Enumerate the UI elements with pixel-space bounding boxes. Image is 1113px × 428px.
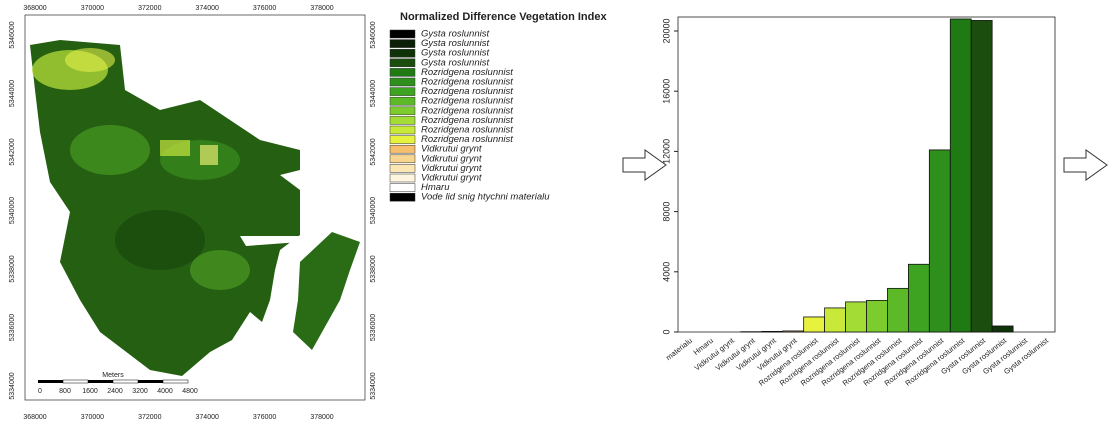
map-y-tick-label: 5338000 [9,255,16,282]
map-y-tick-label: 5346000 [370,21,377,48]
map-y-tick-label: 5342000 [370,138,377,165]
figure: Meters 0 800 1600 2400 3200 4000 4800 Normaliz… [0,0,1113,423]
map-y-tick-label: 5340000 [9,197,16,224]
map-y-tick-label: 5346000 [9,21,16,48]
legend-swatch [390,193,415,201]
legend-swatch [390,88,415,96]
bar [762,331,783,332]
map-y-tick-label: 5334000 [9,372,16,399]
map-y-tick-label: 5344000 [9,80,16,107]
bar [992,326,1013,332]
map-x-tick-label: 370000 [81,5,104,12]
legend-swatch [390,126,415,134]
bar [887,288,908,332]
scale-tick-label: 1600 [82,388,98,395]
map-x-tick-label: 372000 [138,414,161,421]
legend-swatch [390,145,415,153]
x-tick-label: materialu [664,336,694,362]
legend-swatch [390,40,415,48]
map-y-tick-label: 5336000 [370,314,377,341]
map-x-tick-label: 374000 [196,414,219,421]
legend-swatch [390,49,415,57]
bar [804,317,825,332]
bar [908,264,929,332]
legend-swatch [390,59,415,67]
legend-swatch [390,78,415,86]
bar [783,331,804,332]
map-y-tick-label: 5340000 [370,197,377,224]
scale-tick-label: 4000 [157,388,173,395]
legend-swatch [390,164,415,172]
bar [867,300,888,332]
legend-swatch [390,107,415,115]
bar [971,20,992,332]
legend-swatch [390,174,415,182]
y-tick-label: 12000 [661,139,671,164]
legend-title: Normalized Difference Vegetation Index [400,11,607,23]
scale-title: Meters [102,372,124,379]
legend-swatch [390,97,415,105]
map-y-tick-label: 5344000 [370,80,377,107]
map-x-tick-label: 368000 [23,414,46,421]
y-tick-label: 0 [661,329,671,334]
legend-swatch [390,116,415,124]
legend-swatch [390,68,415,76]
scale-tick-label: 3200 [132,388,148,395]
y-tick-label: 4000 [661,262,671,282]
map-y-tick-label: 5342000 [9,138,16,165]
map-x-tick-label: 370000 [81,414,104,421]
y-tick-label: 8000 [661,202,671,222]
scale-tick-label: 2400 [107,388,123,395]
bar [825,308,846,332]
legend-swatch [390,136,415,144]
map-x-tick-label: 368000 [23,5,46,12]
y-tick-label: 20000 [661,18,671,43]
legend-swatch [390,30,415,38]
bar [929,150,950,332]
legend-swatch [390,184,415,192]
map-x-tick-label: 378000 [310,5,333,12]
scale-tick-label: 4800 [182,388,198,395]
map-y-tick-label: 5336000 [9,314,16,341]
chart-frame [678,17,1055,332]
y-tick-label: 16000 [661,79,671,104]
map-x-tick-label: 378000 [310,414,333,421]
scale-tick-label: 800 [59,388,71,395]
legend-swatch [390,155,415,163]
bar [846,302,867,332]
legend-label: Vode lid snig htychni materialu [421,192,550,203]
map-y-tick-label: 5334000 [370,372,377,399]
map-x-tick-label: 372000 [138,5,161,12]
map-x-tick-label: 376000 [253,5,276,12]
map-x-tick-label: 376000 [253,414,276,421]
map-x-tick-label: 374000 [196,5,219,12]
arrow [623,150,666,180]
map-y-tick-label: 5338000 [370,255,377,282]
scale-tick-label: 0 [38,388,42,395]
arrow [1064,150,1107,180]
bar [950,19,971,332]
